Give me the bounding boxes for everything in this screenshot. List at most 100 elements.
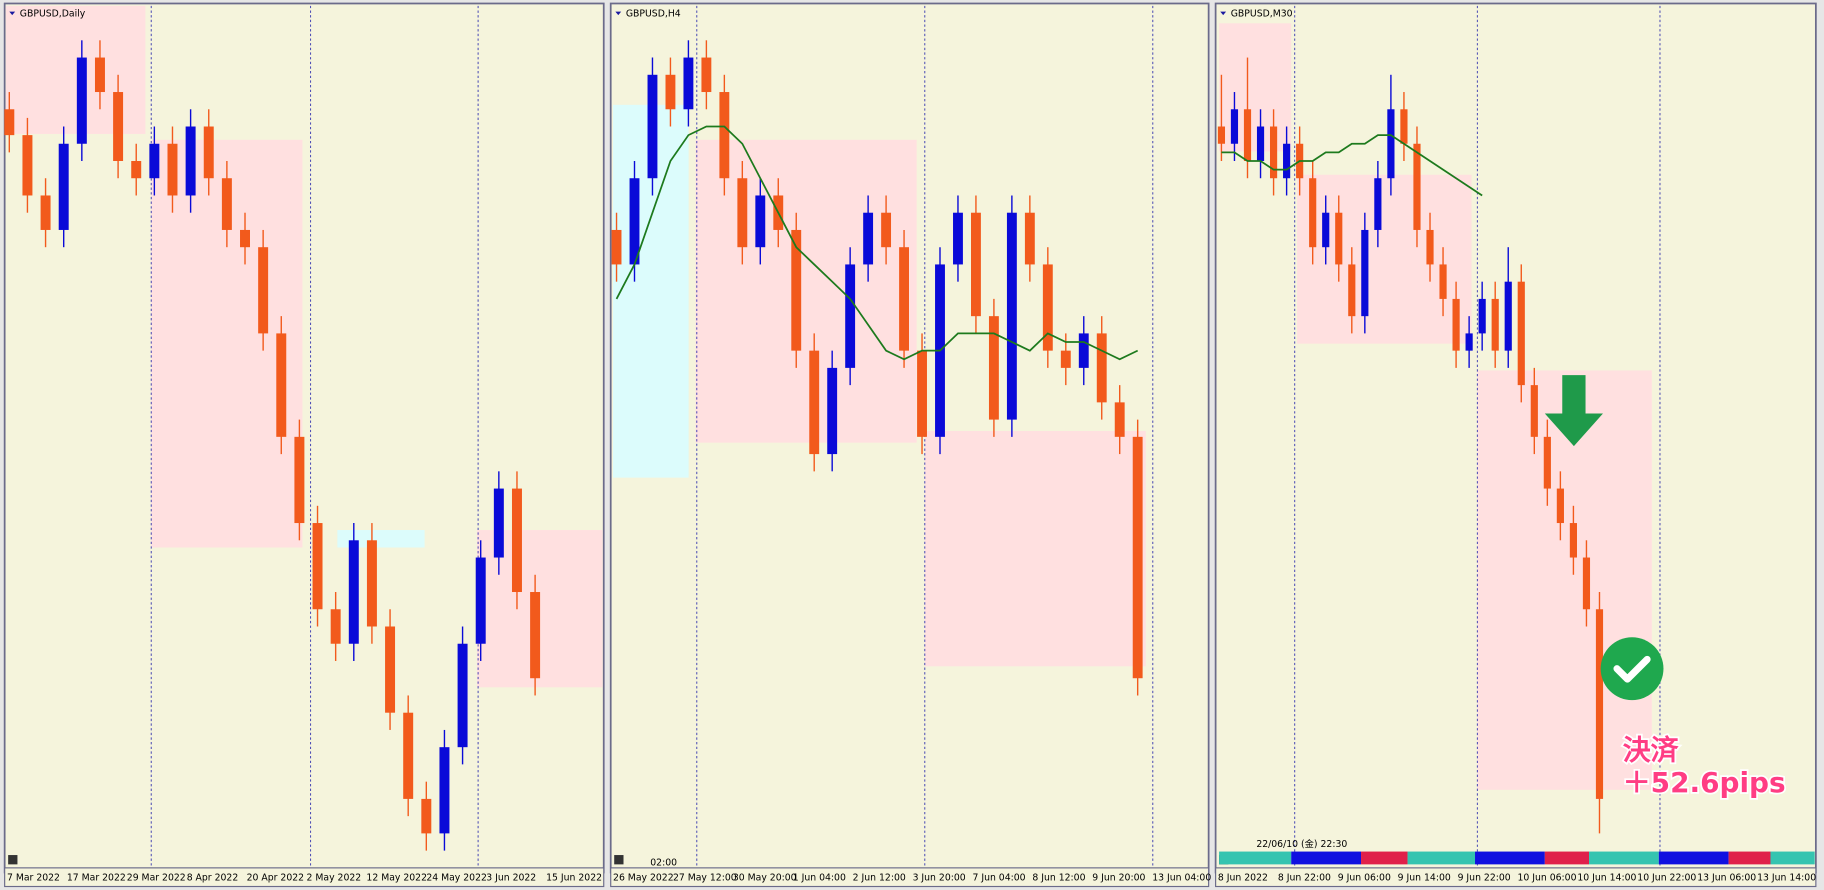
candle-body bbox=[827, 367, 838, 455]
candle-body bbox=[1582, 557, 1591, 610]
x-tick-label: 7 Mar 2022 bbox=[7, 873, 60, 884]
candle-body bbox=[701, 57, 712, 93]
candle-body bbox=[1269, 126, 1278, 179]
x-tick-label: 27 May 12:00 bbox=[673, 873, 737, 884]
candle-body bbox=[276, 333, 287, 437]
candle-body bbox=[1335, 212, 1343, 265]
title-arrow bbox=[615, 11, 622, 16]
panel-title: GBPUSD,H4 bbox=[626, 8, 681, 19]
candle-body bbox=[1556, 488, 1564, 524]
axis-strip bbox=[1215, 867, 1817, 888]
candle-body bbox=[1543, 436, 1551, 489]
candle-body bbox=[493, 488, 504, 558]
x-tick-label: 8 Jun 22:00 bbox=[1278, 873, 1331, 884]
icon bbox=[8, 855, 18, 865]
candle-body bbox=[1243, 109, 1252, 161]
candle-body bbox=[40, 195, 51, 230]
candle-body bbox=[258, 247, 269, 334]
candle-body bbox=[1569, 523, 1578, 558]
candle-body bbox=[149, 143, 160, 179]
x-tick-label: 3 Jun 2022 bbox=[486, 873, 536, 884]
candle-body bbox=[1426, 229, 1434, 265]
candle-body bbox=[863, 212, 874, 265]
candle-body bbox=[1452, 298, 1460, 351]
panel-title: GBPUSD,Daily bbox=[20, 8, 86, 19]
candle-body bbox=[1132, 436, 1143, 679]
axis-strip bbox=[610, 867, 1210, 888]
moving-average bbox=[1221, 134, 1483, 197]
candle-body bbox=[881, 212, 892, 248]
candle-body bbox=[76, 57, 87, 144]
signal-strip bbox=[1658, 851, 1729, 865]
candle-body bbox=[1361, 229, 1369, 317]
x-tick-label: 8 Jun 12:00 bbox=[1032, 873, 1085, 884]
moving-average bbox=[615, 125, 1139, 361]
candle-body bbox=[1256, 126, 1265, 161]
exit-check-circle bbox=[1600, 637, 1664, 701]
x-tick-label: 9 Jun 06:00 bbox=[1338, 873, 1391, 884]
x-tick-label: 9 Jun 20:00 bbox=[1092, 873, 1145, 884]
time-label: 02:00 bbox=[650, 858, 677, 869]
x-tick-label: 20 Apr 2022 bbox=[247, 873, 304, 884]
candle-body bbox=[22, 135, 33, 196]
candle-body bbox=[611, 229, 622, 265]
x-tick-label: 17 Mar 2022 bbox=[67, 873, 126, 884]
x-tick-label: 13 Jun 14:00 bbox=[1757, 873, 1816, 884]
candle-body bbox=[1465, 333, 1473, 351]
x-tick-label: 9 Jun 22:00 bbox=[1458, 873, 1511, 884]
candle-body bbox=[737, 178, 748, 248]
candle-body bbox=[665, 74, 676, 110]
candle-body bbox=[1491, 298, 1499, 351]
signal-strip bbox=[1407, 851, 1476, 865]
exit-check bbox=[1613, 655, 1651, 683]
candle-body bbox=[1517, 281, 1525, 386]
signal-strip bbox=[1770, 851, 1815, 865]
x-tick-label: 29 Mar 2022 bbox=[127, 873, 186, 884]
candle-body bbox=[1400, 109, 1408, 144]
candle-body bbox=[1042, 264, 1053, 351]
candle-body bbox=[845, 264, 856, 368]
candle-body bbox=[899, 247, 909, 351]
candle-body bbox=[1309, 178, 1317, 248]
x-tick-label: 9 Jun 14:00 bbox=[1398, 873, 1451, 884]
candle-body bbox=[330, 609, 341, 644]
candle-body bbox=[683, 57, 694, 110]
candle-body bbox=[1217, 126, 1226, 144]
candle-body bbox=[113, 92, 124, 161]
candle-body bbox=[203, 126, 214, 179]
candle-body bbox=[791, 229, 802, 351]
signal-strip bbox=[1589, 851, 1659, 865]
zone bbox=[337, 530, 425, 548]
candle-body bbox=[131, 160, 142, 179]
candle-body bbox=[1096, 333, 1107, 403]
candle-body bbox=[511, 488, 522, 593]
candle-body bbox=[1374, 178, 1382, 230]
x-tick-label: 30 May 20:00 bbox=[733, 873, 797, 884]
x-tick-label: 8 Apr 2022 bbox=[187, 873, 239, 884]
candle-body bbox=[385, 626, 396, 713]
candle-body bbox=[1504, 281, 1512, 351]
candle-body bbox=[457, 643, 468, 748]
candle-body bbox=[312, 523, 323, 610]
signal-strip bbox=[1475, 851, 1545, 865]
candle-body bbox=[221, 178, 232, 230]
candle-body bbox=[1283, 143, 1291, 179]
candle-body bbox=[953, 212, 963, 265]
zone bbox=[1297, 174, 1472, 344]
zone bbox=[924, 431, 1146, 667]
axis-strip bbox=[4, 867, 605, 888]
candle-body bbox=[403, 712, 414, 799]
x-tick-label: 10 Jun 22:00 bbox=[1637, 873, 1696, 884]
candle-body bbox=[970, 212, 981, 317]
candle-body bbox=[1478, 298, 1486, 334]
annotation: ＋52.6pips bbox=[1623, 766, 1786, 799]
candle-body bbox=[4, 109, 15, 136]
candle-body bbox=[647, 74, 658, 179]
candle-body bbox=[629, 178, 640, 265]
annotation: 決済 bbox=[1623, 734, 1680, 767]
panel-title: GBPUSD,M30 bbox=[1231, 8, 1293, 19]
candle-body bbox=[1387, 109, 1395, 179]
signal-strip bbox=[1544, 851, 1590, 865]
